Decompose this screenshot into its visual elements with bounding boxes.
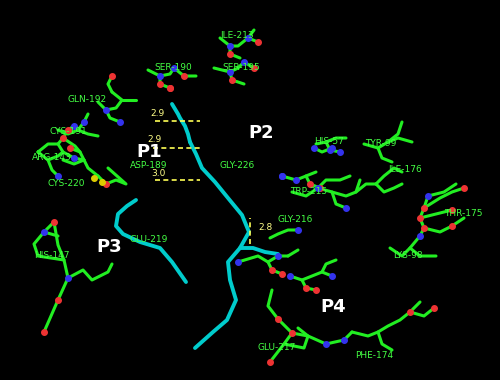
Text: 2.8: 2.8 (258, 223, 272, 233)
Text: GLN-192: GLN-192 (68, 95, 107, 104)
Text: CYS-191: CYS-191 (49, 127, 87, 136)
Text: 3.0: 3.0 (151, 169, 166, 179)
Text: HIS-147: HIS-147 (34, 250, 70, 260)
Text: LYS-98: LYS-98 (393, 250, 422, 260)
Text: GLU-219: GLU-219 (130, 236, 168, 244)
Text: P3: P3 (96, 238, 122, 256)
Text: GLU-217: GLU-217 (258, 342, 296, 352)
Text: P4: P4 (320, 298, 345, 316)
Text: ARG-143: ARG-143 (32, 152, 72, 161)
Text: SER-190: SER-190 (154, 62, 192, 71)
Text: CYS-220: CYS-220 (48, 179, 86, 187)
Text: SER-195: SER-195 (222, 62, 260, 71)
Text: THR-175: THR-175 (444, 209, 482, 217)
Text: P2: P2 (248, 124, 274, 142)
Text: GLY-226: GLY-226 (220, 162, 256, 171)
Text: 2.9: 2.9 (150, 109, 164, 119)
Text: HIS-57: HIS-57 (314, 136, 344, 146)
Text: ILE-213: ILE-213 (220, 30, 254, 40)
Text: GLY-216: GLY-216 (278, 215, 314, 225)
Text: ASP-189: ASP-189 (130, 162, 168, 171)
Text: P1: P1 (136, 143, 162, 161)
Text: PHE-174: PHE-174 (355, 350, 393, 359)
Text: ILE-176: ILE-176 (388, 166, 422, 174)
Text: TYR-99: TYR-99 (365, 138, 396, 147)
Text: TRP-215: TRP-215 (290, 187, 327, 195)
Text: 2.9: 2.9 (147, 136, 161, 144)
